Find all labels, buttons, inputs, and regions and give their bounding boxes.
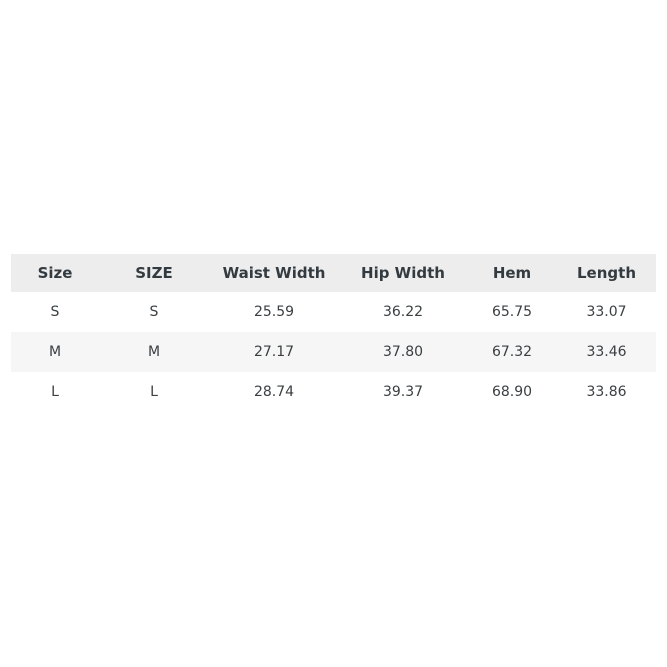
- cell-hem: 67.32: [467, 332, 557, 372]
- size-chart-container: Size SIZE Waist Width Hip Width Hem Leng…: [11, 254, 656, 412]
- cell-size-upper: S: [99, 292, 209, 332]
- header-row: Size SIZE Waist Width Hip Width Hem Leng…: [11, 254, 656, 292]
- col-header-size: Size: [11, 254, 99, 292]
- size-chart-table: Size SIZE Waist Width Hip Width Hem Leng…: [11, 254, 656, 412]
- cell-size: M: [11, 332, 99, 372]
- cell-waist-width: 28.74: [209, 372, 339, 412]
- col-header-hip-width: Hip Width: [339, 254, 467, 292]
- cell-length: 33.86: [557, 372, 656, 412]
- col-header-length: Length: [557, 254, 656, 292]
- table-row-size-s: S S 25.59 36.22 65.75 33.07: [11, 292, 656, 332]
- cell-hip-width: 37.80: [339, 332, 467, 372]
- col-header-hem: Hem: [467, 254, 557, 292]
- cell-size-upper: L: [99, 372, 209, 412]
- cell-hem: 68.90: [467, 372, 557, 412]
- cell-size: S: [11, 292, 99, 332]
- cell-size: L: [11, 372, 99, 412]
- cell-hip-width: 36.22: [339, 292, 467, 332]
- cell-waist-width: 27.17: [209, 332, 339, 372]
- table-row-size-l: L L 28.74 39.37 68.90 33.86: [11, 372, 656, 412]
- size-chart-body: S S 25.59 36.22 65.75 33.07 M M 27.17 37…: [11, 292, 656, 412]
- cell-waist-width: 25.59: [209, 292, 339, 332]
- cell-hem: 65.75: [467, 292, 557, 332]
- cell-hip-width: 39.37: [339, 372, 467, 412]
- size-chart-header: Size SIZE Waist Width Hip Width Hem Leng…: [11, 254, 656, 292]
- col-header-size-upper: SIZE: [99, 254, 209, 292]
- cell-length: 33.46: [557, 332, 656, 372]
- col-header-waist-width: Waist Width: [209, 254, 339, 292]
- cell-size-upper: M: [99, 332, 209, 372]
- cell-length: 33.07: [557, 292, 656, 332]
- table-row-size-m: M M 27.17 37.80 67.32 33.46: [11, 332, 656, 372]
